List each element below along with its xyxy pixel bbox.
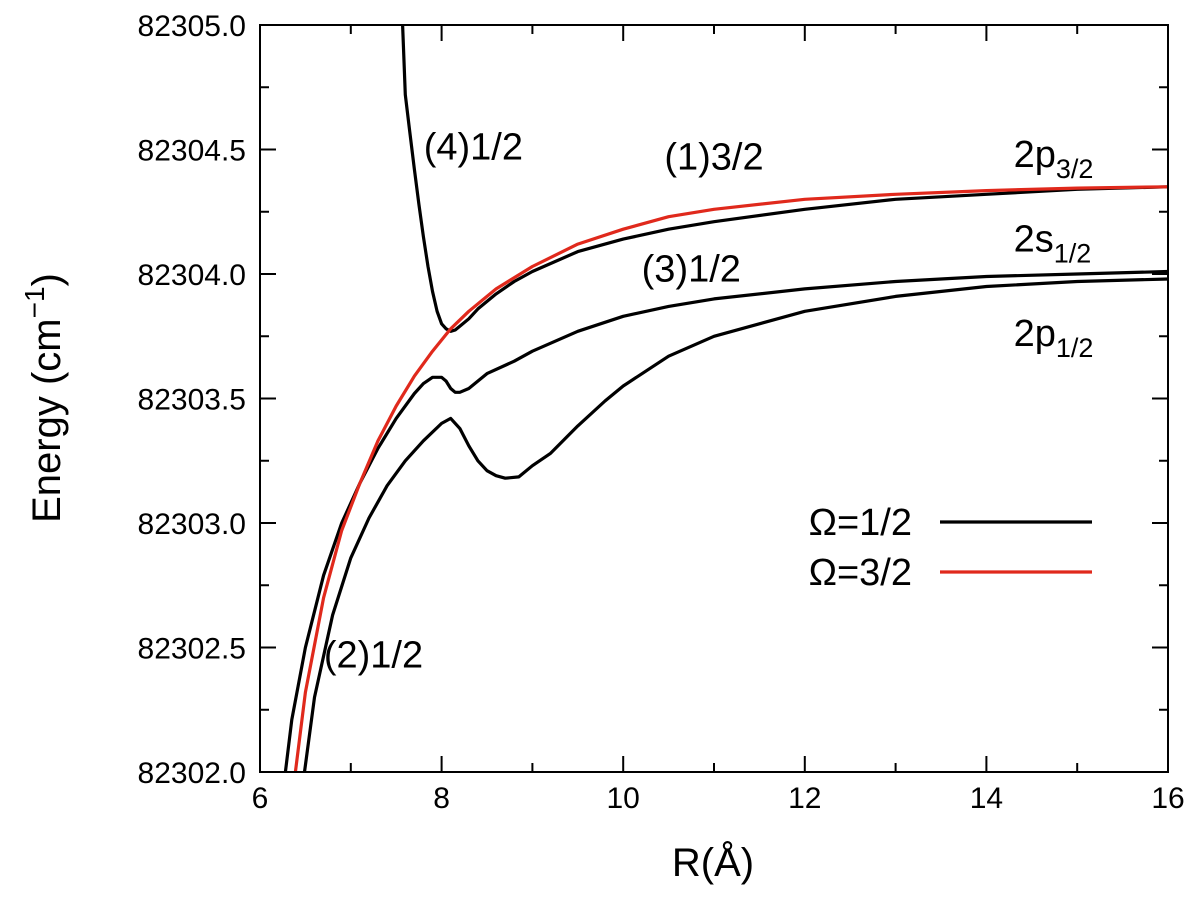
y-axis-title-sup: −1 (19, 286, 50, 318)
y-axis-title: Energy (cm−1) (19, 273, 69, 523)
asym-2p32: 2p3/2 (1014, 134, 1094, 184)
x-tick-label: 16 (1151, 782, 1184, 815)
curve-4 (293, 185, 1168, 772)
label-4-half: (4)1/2 (424, 126, 523, 168)
asym-2s12-sub: 1/2 (1054, 239, 1092, 269)
asym-2p12-base: 2p (1014, 313, 1056, 355)
curve-3 (302, 277, 1168, 772)
curves-layer (283, 25, 1168, 772)
x-tick-label: 6 (252, 782, 269, 815)
x-axis-title: R(Å) (672, 840, 754, 885)
y-tick-label: 82303.5 (138, 384, 246, 417)
asym-2p32-sub: 3/2 (1056, 154, 1094, 184)
y-tick-label: 82304.0 (138, 259, 246, 292)
label-1-three-half: (1)3/2 (664, 136, 763, 178)
label-2-half: (2)1/2 (324, 634, 423, 676)
asym-2p12-sub: 1/2 (1056, 333, 1094, 363)
x-tick-label: 14 (970, 782, 1003, 815)
curve-1 (401, 25, 1168, 333)
legend-label-2: Ω=3/2 (809, 552, 912, 594)
x-tick-label: 12 (788, 782, 821, 815)
y-tick-label: 82302.5 (138, 633, 246, 666)
y-axis-title-main: Energy (cm (25, 318, 69, 523)
asym-2p12: 2p1/2 (1014, 313, 1094, 363)
legend-label-1: Ω=1/2 (809, 502, 912, 544)
legend: Ω=1/2 Ω=3/2 (809, 502, 1092, 594)
ticks-layer: 6 8 10 12 14 16 82302.0 82302.5 82303.0 82303.5 82… (138, 10, 1185, 815)
y-tick-label: 82305.0 (138, 10, 246, 43)
label-3-half: (3)1/2 (642, 248, 741, 290)
y-tick-label: 82304.5 (138, 135, 246, 168)
x-tick-label: 10 (607, 782, 640, 815)
asym-2s12-base: 2s (1014, 219, 1054, 261)
y-axis-title-close: ) (25, 273, 69, 286)
x-tick-label: 8 (433, 782, 450, 815)
asym-2s12: 2s1/2 (1014, 219, 1092, 269)
y-tick-label: 82302.0 (138, 757, 246, 790)
y-tick-label: 82303.0 (138, 508, 246, 541)
asym-2p32-base: 2p (1014, 134, 1056, 176)
